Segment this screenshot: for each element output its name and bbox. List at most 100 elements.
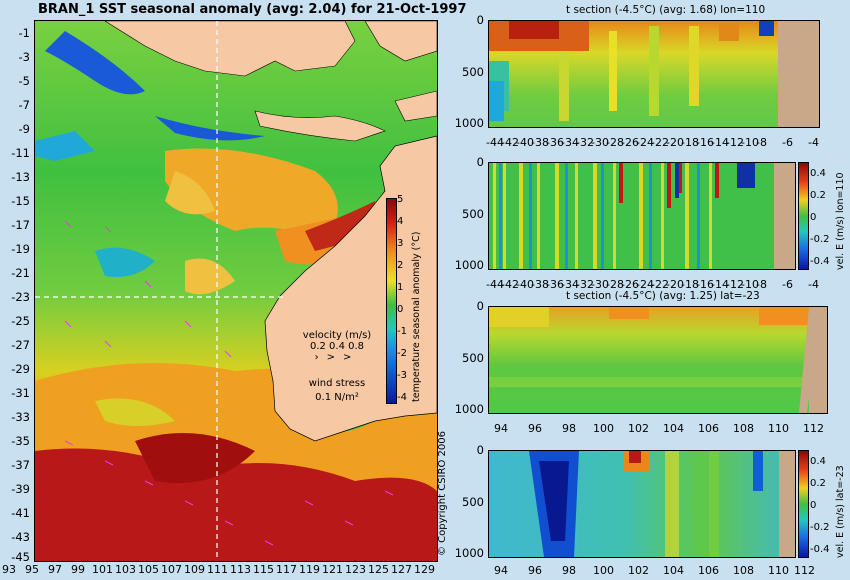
- colorbar-tick: 0.4: [810, 456, 826, 467]
- lon-tick: 107: [161, 563, 182, 576]
- lat-tick: -8: [756, 278, 767, 291]
- panel2-velocity-plot[interactable]: [488, 162, 796, 270]
- depth-tick: 0: [476, 155, 484, 169]
- panel4-y-axis: 0 500 1000: [450, 443, 484, 560]
- wind-legend-value: 0.1 N/m²: [315, 392, 359, 403]
- lat-tick: -45: [11, 550, 30, 564]
- velocity-colorbar: [798, 450, 809, 558]
- lon-tick: 112: [794, 564, 815, 577]
- lat-tick: -26: [621, 136, 639, 149]
- lat-tick: -4: [808, 136, 819, 149]
- panel4-velocity-plot[interactable]: [488, 450, 796, 558]
- lat-tick: -38: [531, 278, 549, 291]
- lat-tick: -19: [11, 242, 30, 256]
- colorbar-tick: 0.2: [810, 478, 826, 489]
- lon-tick: 121: [322, 563, 343, 576]
- panel4-x-axis: 94 96 98 100 102 104 106 108 110 112: [494, 564, 815, 578]
- map-title: BRAN_1 SST seasonal anomaly (avg: 2.04) …: [38, 2, 467, 17]
- wind-legend: wind stress 0.1 N/m²: [292, 378, 382, 403]
- lon-tick: 98: [562, 564, 576, 577]
- lon-tick: 94: [494, 564, 508, 577]
- lon-tick: 102: [628, 564, 649, 577]
- lat-tick: -11: [11, 146, 30, 160]
- lon-tick: 100: [593, 564, 614, 577]
- lat-tick: -40: [516, 136, 534, 149]
- lat-tick: -14: [711, 136, 729, 149]
- lat-tick: -30: [591, 278, 609, 291]
- lat-tick: -17: [11, 218, 30, 232]
- lat-tick: -34: [561, 278, 579, 291]
- lat-tick: -32: [576, 278, 594, 291]
- colorbar-tick: 0.4: [810, 168, 826, 179]
- lat-tick: -4: [808, 278, 819, 291]
- panel4-colorbar-ticks: 0.4 0.2 0 -0.2 -0.4: [810, 456, 834, 556]
- depth-tick: 0: [476, 13, 484, 27]
- lon-tick: 101: [92, 563, 113, 576]
- panel1-y-axis: 0 500 1000: [450, 13, 484, 130]
- sst-colorbar-ticks: 5 4 3 2 1 0 -1 -2 -3 -4: [397, 194, 411, 410]
- lon-tick: 100: [593, 422, 614, 435]
- sst-colorbar: [386, 198, 397, 404]
- lon-tick: 111: [207, 563, 228, 576]
- lat-tick: -12: [726, 278, 744, 291]
- lat-tick: -6: [782, 278, 793, 291]
- lat-tick: -42: [501, 278, 519, 291]
- lat-tick: -6: [782, 136, 793, 149]
- sst-anomaly-map[interactable]: [34, 20, 438, 562]
- panel1-section-plot[interactable]: [488, 20, 820, 128]
- velocity-legend: velocity (m/s) 0.2 0.4 0.8 ›>>: [292, 330, 382, 363]
- depth-tick: 500: [462, 207, 484, 221]
- depth-tick: 1000: [454, 546, 484, 560]
- lon-tick: 98: [562, 422, 576, 435]
- depth-tick: 0: [476, 299, 484, 313]
- lat-tick: -24: [636, 278, 654, 291]
- lon-tick: 113: [230, 563, 251, 576]
- lon-tick: 102: [628, 422, 649, 435]
- depth-tick: 0: [476, 443, 484, 457]
- lon-tick: 96: [528, 564, 542, 577]
- panel2-x-axis: -44 -42 -40 -38 -36 -34 -32 -30 -28 -26 …: [486, 278, 836, 292]
- lon-tick: 103: [115, 563, 136, 576]
- colorbar-tick: 1: [397, 282, 404, 293]
- lat-tick: -20: [666, 278, 684, 291]
- lat-tick: -40: [516, 278, 534, 291]
- colorbar-tick: 0: [397, 304, 404, 315]
- lat-tick: -7: [18, 98, 30, 112]
- colorbar-tick: 0.2: [810, 190, 826, 201]
- panel1-x-axis: -44 -42 -40 -38 -36 -34 -32 -30 -28 -26 …: [486, 136, 836, 150]
- lon-tick: 110: [768, 422, 789, 435]
- lon-tick: 108: [733, 422, 754, 435]
- lon-tick: 110: [768, 564, 789, 577]
- lat-tick: -18: [681, 136, 699, 149]
- lon-tick: 108: [733, 564, 754, 577]
- lat-tick: -10: [741, 278, 759, 291]
- colorbar-tick: 4: [397, 216, 404, 227]
- lat-tick: -43: [11, 530, 30, 544]
- lat-tick: -20: [666, 136, 684, 149]
- lat-tick: -36: [546, 278, 564, 291]
- lat-tick: -29: [11, 362, 30, 376]
- lat-tick: -12: [726, 136, 744, 149]
- colorbar-tick: -1: [397, 326, 407, 337]
- lon-tick: 123: [345, 563, 366, 576]
- lat-tick: -5: [18, 74, 30, 88]
- velocity-legend-title: velocity (m/s): [302, 330, 372, 341]
- lon-tick: 117: [276, 563, 297, 576]
- velocity-legend-values: 0.2 0.4 0.8: [309, 341, 365, 352]
- depth-tick: 500: [462, 351, 484, 365]
- colorbar-tick: 0: [810, 212, 817, 223]
- lat-tick: -26: [621, 278, 639, 291]
- lat-tick: -28: [606, 278, 624, 291]
- lat-tick: -8: [756, 136, 767, 149]
- lon-tick: 112: [803, 422, 824, 435]
- panel3-section-plot[interactable]: [488, 306, 828, 414]
- lat-tick: -22: [651, 278, 669, 291]
- colorbar-tick: -0.2: [810, 234, 830, 245]
- panel2-colorbar-ticks: 0.4 0.2 0 -0.2 -0.4: [810, 168, 834, 268]
- lon-tick: 127: [391, 563, 412, 576]
- lat-tick: -27: [11, 338, 30, 352]
- panel3-y-axis: 0 500 1000: [450, 299, 484, 416]
- depth-tick: 1000: [454, 116, 484, 130]
- lon-tick: 105: [138, 563, 159, 576]
- lat-tick: -10: [741, 136, 759, 149]
